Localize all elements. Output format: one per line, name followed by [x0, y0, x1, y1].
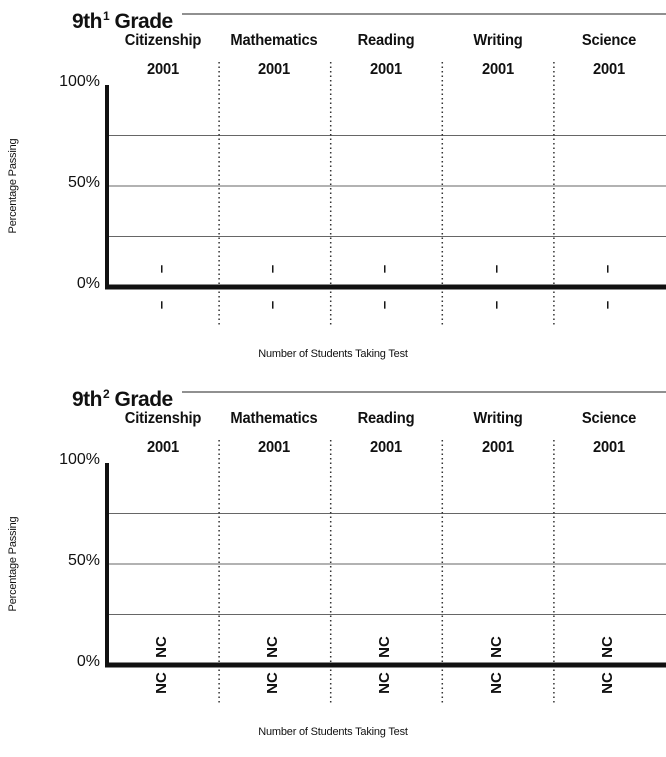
below-bar-mark: NC [152, 672, 170, 694]
below-bar-mark: – [599, 300, 617, 310]
y-tick-label: 100% [59, 73, 100, 90]
chart-plot-area [105, 391, 666, 704]
below-bar-mark: NC [599, 672, 617, 694]
year-label: 2001 [369, 439, 402, 456]
below-bar-mark: NC [376, 672, 393, 694]
subject-label: Reading [357, 32, 415, 49]
below-bar-mark: – [264, 300, 282, 310]
title-main: 9th [72, 10, 103, 33]
above-bar-mark: – [152, 264, 170, 274]
subject-label: Mathematics [230, 32, 318, 49]
title-superscript: 2 [103, 387, 110, 401]
year-label: 2001 [593, 439, 626, 456]
above-bar-mark: NC [376, 636, 393, 658]
below-bar-mark: NC [264, 672, 282, 694]
below-bar-mark: NC [487, 672, 505, 694]
above-bar-mark: NC [487, 636, 505, 658]
subject-label: Writing [473, 32, 523, 49]
year-label: 2001 [258, 61, 291, 78]
subject-label: Reading [357, 410, 415, 427]
below-bar-mark: – [376, 300, 393, 310]
y-tick-label: 0% [76, 275, 100, 292]
x-axis-label: Number of Students Taking Test [258, 726, 408, 738]
y-tick-label: 50% [67, 552, 100, 569]
chart-title: 9th2 Grade [72, 382, 173, 412]
y-tick-label: 0% [76, 653, 100, 670]
year-label: 2001 [593, 61, 626, 78]
title-rest: Grade [114, 10, 174, 33]
year-label: 2001 [146, 439, 179, 456]
chart-panel-9th-2: 9th2 Grade Percentage Passing Number of … [0, 378, 666, 756]
title-superscript: 1 [103, 9, 110, 23]
year-label: 2001 [369, 61, 402, 78]
chart-panel-9th-1: 9th1 Grade Percentage Passing Number of … [0, 0, 666, 378]
subject-label: Science [582, 410, 637, 427]
y-tick-label: 50% [67, 174, 100, 191]
above-bar-mark: NC [599, 636, 617, 658]
year-label: 2001 [481, 61, 514, 78]
chart-plot-area [105, 13, 666, 326]
subject-label: Citizenship [124, 410, 202, 427]
y-tick-label: 100% [59, 451, 100, 468]
above-bar-mark: – [487, 264, 505, 274]
above-bar-mark: NC [152, 636, 170, 658]
year-label: 2001 [146, 61, 179, 78]
chart-title: 9th1 Grade [72, 4, 173, 34]
above-bar-mark: – [599, 264, 617, 274]
title-main: 9th [72, 388, 103, 411]
above-bar-mark: – [264, 264, 282, 274]
above-bar-mark: – [376, 264, 393, 274]
subject-label: Citizenship [124, 32, 202, 49]
subject-label: Mathematics [230, 410, 318, 427]
below-bar-mark: – [152, 300, 170, 310]
year-label: 2001 [258, 439, 291, 456]
below-bar-mark: – [487, 300, 505, 310]
subject-label: Science [582, 32, 637, 49]
year-label: 2001 [481, 439, 514, 456]
subject-label: Writing [473, 410, 523, 427]
above-bar-mark: NC [264, 636, 282, 658]
x-axis-label: Number of Students Taking Test [258, 348, 408, 360]
title-rest: Grade [114, 388, 174, 411]
